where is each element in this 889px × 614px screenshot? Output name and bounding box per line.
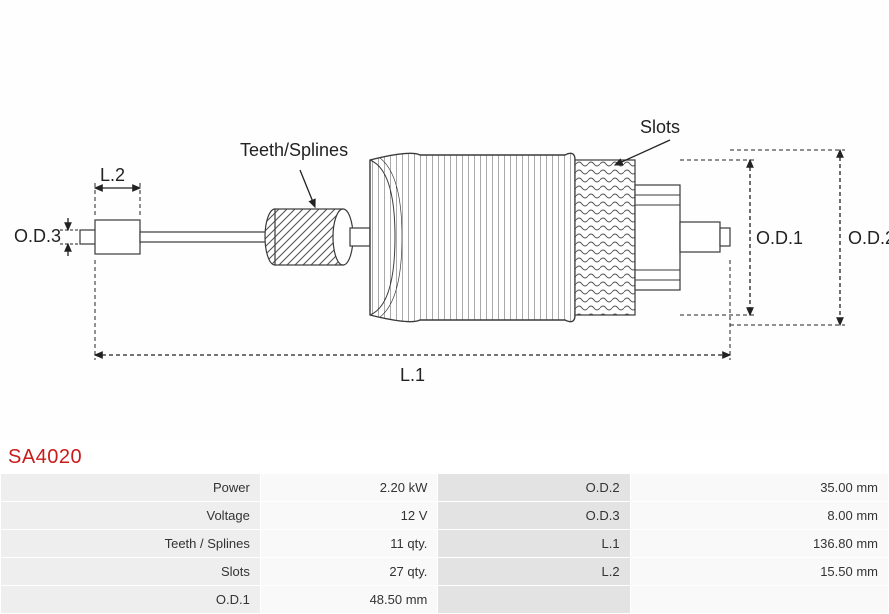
table-row: Teeth / Splines 11 qty. L.1 136.80 mm: [1, 530, 888, 557]
label-l2: L.2: [100, 165, 125, 186]
label-od2: O.D.2: [848, 228, 889, 249]
spec-key: [438, 586, 629, 613]
table-row: Power 2.20 kW O.D.2 35.00 mm: [1, 474, 888, 501]
spec-key: L.1: [438, 530, 629, 557]
spec-key: L.2: [438, 558, 629, 585]
label-l1: L.1: [400, 365, 425, 386]
label-od3: O.D.3: [14, 226, 61, 247]
technical-diagram: Teeth/Splines Slots O.D.3 L.2 O.D.1 O.D.…: [0, 0, 889, 440]
spec-key: Power: [1, 474, 260, 501]
spec-key: O.D.2: [438, 474, 629, 501]
spec-table: Power 2.20 kW O.D.2 35.00 mm Voltage 12 …: [0, 473, 889, 614]
part-number-title: SA4020: [0, 440, 889, 473]
spec-value: 15.50 mm: [631, 558, 888, 585]
label-teeth-splines: Teeth/Splines: [240, 140, 348, 161]
spec-key: Voltage: [1, 502, 260, 529]
table-row: Voltage 12 V O.D.3 8.00 mm: [1, 502, 888, 529]
spec-key: Slots: [1, 558, 260, 585]
spec-value: 2.20 kW: [261, 474, 438, 501]
spec-value: 48.50 mm: [261, 586, 438, 613]
label-slots: Slots: [640, 117, 680, 138]
spec-value: 136.80 mm: [631, 530, 888, 557]
table-row: O.D.1 48.50 mm: [1, 586, 888, 613]
spec-value: 35.00 mm: [631, 474, 888, 501]
label-od1: O.D.1: [756, 228, 803, 249]
spec-key: O.D.1: [1, 586, 260, 613]
spec-key: Teeth / Splines: [1, 530, 260, 557]
table-row: Slots 27 qty. L.2 15.50 mm: [1, 558, 888, 585]
spec-key: O.D.3: [438, 502, 629, 529]
spec-value: 12 V: [261, 502, 438, 529]
armature-diagram-svg: [0, 0, 889, 440]
spec-value: 27 qty.: [261, 558, 438, 585]
spec-value: 11 qty.: [261, 530, 438, 557]
spec-value: 8.00 mm: [631, 502, 888, 529]
spec-value: [631, 586, 888, 613]
